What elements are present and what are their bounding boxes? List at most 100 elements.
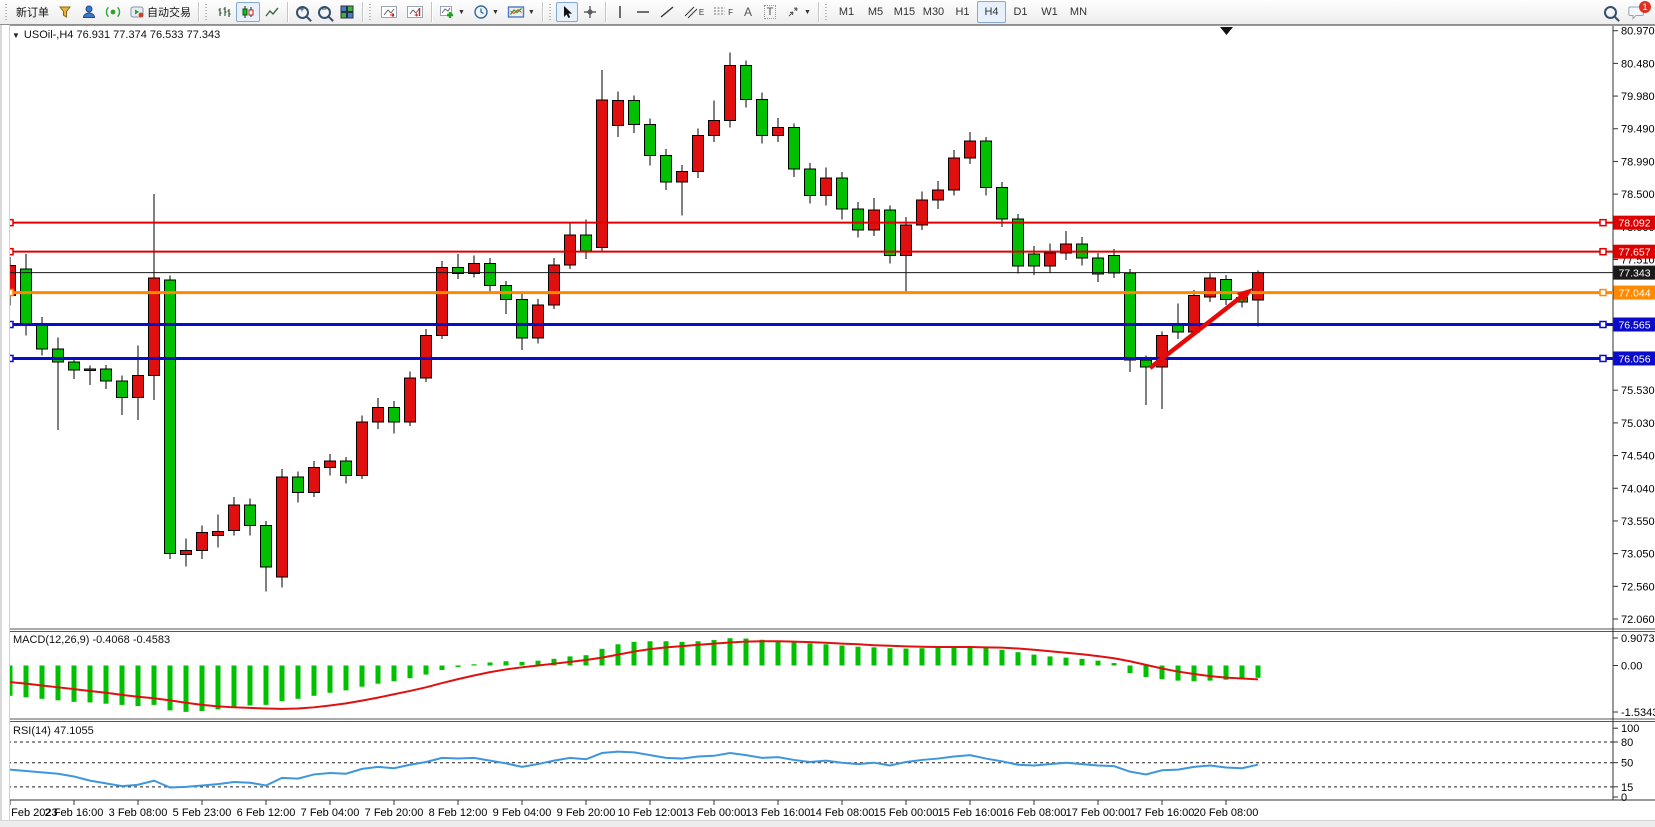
candle-down	[804, 168, 816, 196]
price-axis-label: 75.530	[1621, 385, 1655, 397]
candle-up	[724, 64, 736, 122]
price-tag-label: 78.092	[1618, 218, 1650, 230]
time-axis-label: 13 Feb 00:00	[682, 807, 747, 819]
toolbar-separator	[198, 2, 199, 22]
candle-up	[308, 467, 320, 493]
line-chart-button[interactable]	[260, 2, 284, 22]
price-tag	[1613, 285, 1655, 300]
timeframe-button-H1[interactable]: H1	[955, 6, 970, 18]
template-icon	[507, 6, 525, 18]
time-axis-label: 10 Feb 12:00	[618, 807, 683, 819]
chart-shift-marker[interactable]	[1220, 27, 1233, 35]
signal-icon	[105, 6, 121, 18]
template-button[interactable]: ▼	[503, 2, 539, 22]
candle-down	[1028, 253, 1040, 267]
candle-down	[1140, 359, 1152, 368]
candlestick-chart-button[interactable]	[236, 2, 260, 22]
timeframe-button-H4[interactable]: H4	[976, 1, 1006, 23]
price-tag	[1613, 317, 1655, 332]
candle-down	[244, 504, 256, 527]
cursor-icon	[563, 6, 572, 18]
timeframe-button-W1[interactable]: W1	[1041, 6, 1058, 18]
timeframe-button-M5[interactable]: M5	[867, 6, 884, 18]
bar-chart-button[interactable]	[212, 2, 236, 22]
arrows-icon	[788, 7, 798, 17]
crosshair-icon	[583, 6, 596, 18]
line-handle	[1599, 320, 1607, 329]
search-button[interactable]	[1599, 2, 1621, 22]
chart-shift-button[interactable]	[402, 2, 428, 22]
trendline-tool-button[interactable]	[655, 2, 679, 22]
arrows-tool-button[interactable]: ▼	[781, 2, 815, 22]
candle-up	[596, 99, 608, 248]
candle-up	[356, 421, 368, 477]
price-tag	[1613, 351, 1655, 366]
rsi-indicator-label: RSI(14) 47.1055	[13, 725, 94, 737]
timeframe-button-M1[interactable]: M1	[838, 6, 855, 18]
label-tool-button[interactable]: T	[759, 2, 781, 22]
chart-title-collapse-icon: ▼	[12, 31, 20, 40]
add-indicator-button[interactable]: ▼	[435, 2, 469, 22]
trend-arrow-annotation[interactable]	[1148, 288, 1253, 370]
cursor-button[interactable]	[555, 2, 578, 22]
candle-up	[932, 189, 944, 201]
line-handle	[1599, 247, 1607, 256]
price-tag	[1613, 265, 1655, 280]
candle-down	[580, 234, 592, 252]
user-button[interactable]	[77, 2, 101, 22]
price-tag	[1613, 244, 1655, 259]
candle-down	[36, 325, 48, 350]
window-bottom-border	[0, 820, 1655, 827]
candle-up	[708, 120, 720, 136]
horizontal-line-tool-button[interactable]	[631, 2, 655, 22]
candle-up	[676, 170, 688, 183]
auto-trading-button[interactable]: 自动交易	[125, 2, 195, 22]
vertical-line-tool-button[interactable]	[609, 2, 631, 22]
candle-down	[388, 407, 400, 423]
label-tool-icon: T	[763, 5, 777, 19]
new-order-button[interactable]: 新订单	[12, 2, 53, 22]
time-axis-label: 15 Feb 16:00	[938, 807, 1003, 819]
candle-up	[196, 531, 208, 551]
chat-button[interactable]: 1	[1621, 1, 1653, 22]
candle-down	[1108, 254, 1120, 274]
channel-tool-button[interactable]: E	[679, 2, 708, 22]
chart-title-bar[interactable]: ▼ USOil-,H4 76.931 77.374 76.533 77.343	[12, 29, 220, 41]
price-axis-label: 72.060	[1621, 614, 1655, 626]
candle-up	[468, 262, 480, 274]
candle-down	[484, 262, 496, 286]
candle-down	[1220, 278, 1232, 301]
funnel-button[interactable]	[53, 2, 77, 22]
auto-scroll-button[interactable]	[376, 2, 402, 22]
timeframe-button-D1[interactable]: D1	[1013, 6, 1028, 18]
period-clock-button[interactable]: ▼	[469, 2, 503, 22]
timeframe-button-M15[interactable]: M15	[893, 6, 916, 18]
candle-up	[820, 177, 832, 196]
candle-down	[52, 348, 64, 363]
timeframe-button-MN[interactable]: MN	[1069, 6, 1088, 18]
auto-trading-label: 自动交易	[147, 7, 191, 19]
signal-button[interactable]	[101, 2, 125, 22]
chart-shift-icon	[407, 6, 423, 18]
chart-title: USOil-,H4 76.931 77.374 76.533 77.343	[23, 29, 221, 41]
pane-borders	[8, 25, 1655, 801]
time-axis-label: 9 Feb 04:00	[493, 807, 552, 819]
text-tool-button[interactable]: A	[737, 2, 759, 22]
time-axis-label: 16 Feb 08:00	[1002, 807, 1067, 819]
zoom-in-icon: +	[295, 4, 312, 22]
autotrade-icon	[130, 6, 144, 18]
time-axis-label: 7 Feb 04:00	[301, 807, 360, 819]
crosshair-button[interactable]	[578, 2, 602, 22]
fibonacci-tool-button[interactable]: F	[708, 2, 737, 22]
zoom-in-button[interactable]: +	[291, 2, 313, 22]
candle-up	[276, 476, 288, 578]
vertical-line-icon	[619, 6, 621, 18]
rsi-scale-label: 0	[1621, 792, 1627, 804]
tile-windows-button[interactable]	[335, 2, 359, 22]
candle-up	[404, 377, 416, 423]
zoom-out-button[interactable]: −	[313, 2, 335, 22]
timeframe-button-M30[interactable]: M30	[922, 6, 945, 18]
